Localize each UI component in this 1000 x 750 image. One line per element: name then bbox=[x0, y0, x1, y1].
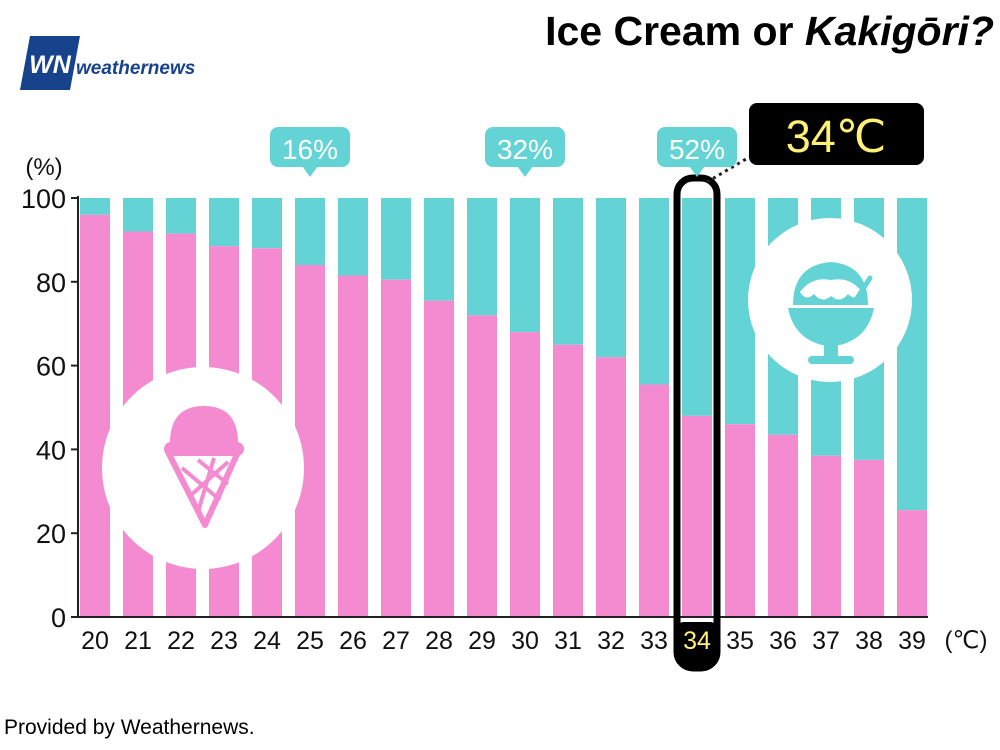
bar-kakigori bbox=[381, 198, 411, 280]
bar-ice-cream bbox=[897, 510, 927, 617]
bar-kakigori bbox=[252, 198, 282, 249]
x-tick-label: 23 bbox=[210, 627, 238, 655]
bar-kakigori bbox=[123, 198, 153, 232]
footer-credit: Provided by Weathernews. bbox=[4, 716, 255, 739]
callout-bubble bbox=[270, 127, 350, 167]
bar-ice-cream bbox=[510, 332, 540, 617]
callout-label: 52% bbox=[669, 134, 725, 165]
y-tick-label: 100 bbox=[21, 184, 66, 214]
bar-ice-cream bbox=[467, 315, 497, 617]
x-tick-label: 33 bbox=[640, 627, 668, 655]
callout-label: 32% bbox=[497, 134, 553, 165]
bar-kakigori bbox=[338, 198, 368, 276]
bar-ice-cream bbox=[725, 424, 755, 617]
y-tick-label: 40 bbox=[36, 435, 66, 465]
x-tick-label: 37 bbox=[812, 627, 840, 655]
callout-label: 16% bbox=[282, 134, 338, 165]
ice-cream-icon-bg bbox=[102, 367, 304, 569]
title-italic: Kakigōri? bbox=[804, 8, 994, 54]
bar-kakigori bbox=[553, 198, 583, 345]
bar-ice-cream bbox=[553, 344, 583, 617]
highlight-frame bbox=[673, 174, 721, 672]
bar-ice-cream bbox=[596, 357, 626, 617]
highlight-temp-label: 34℃ bbox=[786, 111, 887, 162]
callout-pointer bbox=[302, 166, 318, 177]
bar-kakigori bbox=[467, 198, 497, 316]
x-tick-label: 25 bbox=[296, 627, 324, 655]
x-tick-label: 26 bbox=[339, 627, 367, 655]
weathernews-logo: WN weathernews bbox=[20, 36, 220, 90]
highlight-temp-badge bbox=[749, 103, 924, 165]
y-tick-label: 80 bbox=[36, 268, 66, 298]
bar-ice-cream bbox=[682, 415, 712, 617]
wn-logo-icon: WN bbox=[20, 36, 80, 90]
bar-ice-cream bbox=[854, 459, 884, 617]
logo-mark: WN bbox=[29, 51, 72, 79]
shaved-ice-spoon bbox=[853, 275, 873, 303]
bar-ice-cream bbox=[381, 279, 411, 617]
x-tick-label: 28 bbox=[425, 627, 453, 655]
x-tick-label: 21 bbox=[124, 627, 152, 655]
callout-bubble bbox=[657, 127, 737, 167]
bar-ice-cream bbox=[80, 214, 110, 617]
bar-kakigori bbox=[682, 198, 712, 416]
bar-ice-cream bbox=[424, 300, 454, 617]
callout-bubble bbox=[485, 127, 565, 167]
title-main: Ice Cream or bbox=[545, 8, 805, 54]
x-tick-label: 29 bbox=[468, 627, 496, 655]
x-tick-label: 35 bbox=[726, 627, 754, 655]
bar-kakigori bbox=[639, 198, 669, 385]
bar-kakigori bbox=[80, 198, 110, 215]
bar-kakigori bbox=[209, 198, 239, 247]
y-tick-label: 60 bbox=[36, 352, 66, 382]
bar-kakigori bbox=[596, 198, 626, 358]
shaved-ice-syrup bbox=[800, 279, 862, 300]
x-tick-label: 22 bbox=[167, 627, 195, 655]
bar-ice-cream bbox=[768, 434, 798, 617]
shaved-ice-base bbox=[808, 356, 854, 364]
x-tick-label: 20 bbox=[81, 627, 109, 655]
bar-kakigori bbox=[295, 198, 325, 266]
callout-pointer bbox=[689, 166, 705, 177]
bar-kakigori bbox=[897, 198, 927, 511]
callout-pointer bbox=[517, 166, 533, 177]
chart-title: Ice Cream or Kakigōri? bbox=[545, 8, 994, 55]
x-tick-label: 34 bbox=[683, 627, 711, 655]
bar-ice-cream bbox=[811, 455, 841, 617]
x-axis-label: (℃) bbox=[945, 627, 988, 654]
highlight-label-bg bbox=[676, 622, 718, 666]
logo-text: weathernews bbox=[76, 58, 196, 79]
bar-kakigori bbox=[424, 198, 454, 301]
x-tick-label: 27 bbox=[382, 627, 410, 655]
shaved-ice-bowl bbox=[788, 308, 874, 345]
shaved-ice-stem bbox=[824, 344, 838, 358]
x-tick-label: 31 bbox=[554, 627, 582, 655]
x-tick-label: 38 bbox=[855, 627, 883, 655]
ice-cream-rim bbox=[164, 442, 244, 456]
bar-kakigori bbox=[166, 198, 196, 234]
x-tick-label: 32 bbox=[597, 627, 625, 655]
x-tick-label: 24 bbox=[253, 627, 281, 655]
bar-ice-cream bbox=[639, 384, 669, 617]
y-tick-label: 20 bbox=[36, 519, 66, 549]
y-axis-label: (%) bbox=[25, 154, 62, 181]
y-tick-label: 0 bbox=[51, 603, 66, 633]
bar-ice-cream bbox=[338, 275, 368, 617]
bar-kakigori bbox=[510, 198, 540, 333]
x-tick-label: 30 bbox=[511, 627, 539, 655]
ice-cream-cone-pattern bbox=[180, 457, 230, 513]
x-tick-label: 39 bbox=[898, 627, 926, 655]
x-tick-label: 36 bbox=[769, 627, 797, 655]
ice-cream-scoop bbox=[169, 406, 239, 448]
